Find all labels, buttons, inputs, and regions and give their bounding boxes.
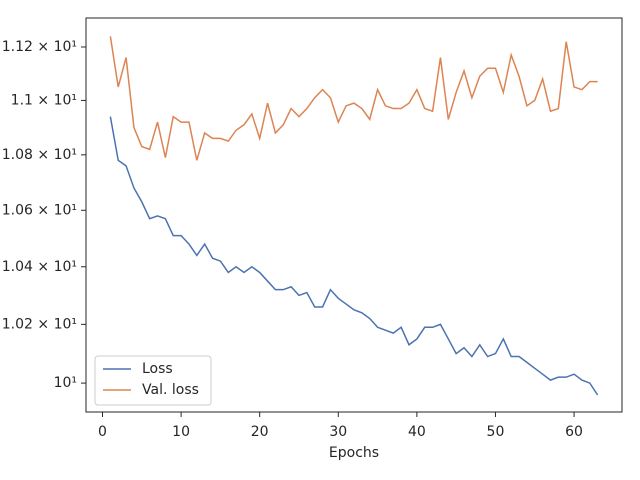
- x-tick-label: 20: [251, 424, 269, 440]
- x-tick-label: 10: [172, 424, 190, 440]
- y-tick-label: 10¹: [54, 375, 77, 391]
- x-tick-label: 50: [487, 424, 505, 440]
- x-tick-label: 0: [98, 424, 107, 440]
- x-tick-label: 60: [565, 424, 583, 440]
- y-tick-label: 1.12 × 10¹: [2, 39, 77, 55]
- x-tick-label: 40: [408, 424, 426, 440]
- x-tick-label: 30: [329, 424, 347, 440]
- x-axis-label: Epochs: [329, 445, 379, 461]
- y-tick-label: 1.1 × 10¹: [11, 92, 77, 108]
- plot-frame: [85, 17, 623, 413]
- y-tick-label: 1.04 × 10¹: [2, 259, 77, 275]
- data-line: [109, 36, 598, 161]
- y-tick-label: 1.08 × 10¹: [2, 147, 77, 163]
- legend-label: Loss: [142, 361, 173, 377]
- y-tick-label: 1.06 × 10¹: [2, 202, 77, 218]
- y-tick-label: 1.02 × 10¹: [2, 316, 77, 332]
- data-line: [109, 116, 599, 396]
- legend-label: Val. loss: [142, 382, 199, 398]
